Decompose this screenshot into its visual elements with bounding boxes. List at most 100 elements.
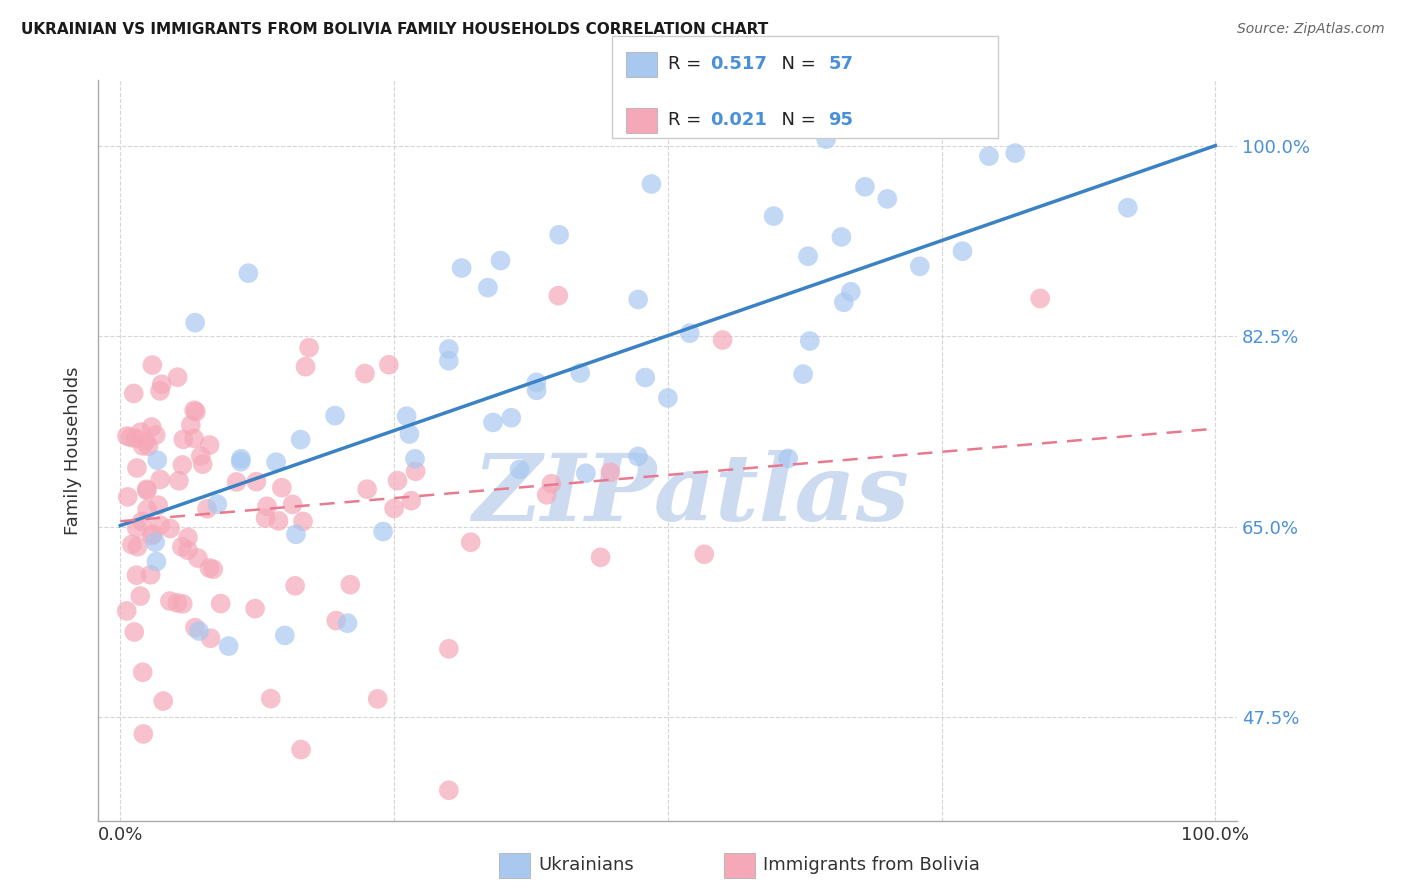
- Point: [711, 333, 734, 347]
- Point: [149, 518, 172, 533]
- Point: [1029, 292, 1052, 306]
- Point: [1116, 201, 1139, 215]
- Point: [270, 481, 292, 495]
- Point: [243, 601, 266, 615]
- Text: Source: ZipAtlas.com: Source: ZipAtlas.com: [1237, 22, 1385, 37]
- Point: [125, 461, 148, 475]
- Point: [509, 462, 531, 476]
- Point: [131, 665, 153, 680]
- Point: [547, 288, 569, 302]
- Point: [830, 230, 852, 244]
- Point: [166, 370, 188, 384]
- Point: [281, 497, 304, 511]
- Point: [853, 179, 876, 194]
- Point: [395, 409, 418, 424]
- Point: [339, 577, 361, 591]
- Point: [260, 691, 283, 706]
- Point: [354, 367, 377, 381]
- Point: [460, 535, 482, 549]
- Point: [125, 432, 148, 446]
- Point: [172, 458, 194, 472]
- Text: 57: 57: [828, 55, 853, 73]
- Text: R =: R =: [668, 55, 707, 73]
- Point: [693, 547, 716, 561]
- Point: [294, 359, 316, 374]
- Point: [876, 192, 898, 206]
- Point: [256, 500, 278, 514]
- Point: [977, 149, 1000, 163]
- Text: 0.021: 0.021: [710, 112, 766, 129]
- Text: Ukrainians: Ukrainians: [538, 856, 634, 874]
- Point: [115, 429, 138, 443]
- Point: [291, 515, 314, 529]
- Point: [501, 410, 523, 425]
- Text: N =: N =: [770, 112, 823, 129]
- Point: [117, 490, 139, 504]
- Point: [152, 694, 174, 708]
- Point: [284, 579, 307, 593]
- Point: [264, 455, 287, 469]
- Text: Immigrants from Bolivia: Immigrants from Bolivia: [763, 856, 980, 874]
- Point: [167, 474, 190, 488]
- Point: [150, 377, 173, 392]
- Point: [477, 280, 499, 294]
- Point: [148, 498, 170, 512]
- Point: [136, 502, 159, 516]
- Point: [405, 464, 427, 478]
- Point: [129, 589, 152, 603]
- Point: [142, 527, 165, 541]
- Point: [323, 409, 346, 423]
- Point: [143, 535, 166, 549]
- Point: [797, 249, 820, 263]
- Point: [180, 417, 202, 432]
- Point: [437, 342, 460, 356]
- Point: [290, 433, 312, 447]
- Text: 95: 95: [828, 112, 853, 129]
- Point: [131, 515, 153, 529]
- Point: [146, 453, 169, 467]
- Point: [482, 416, 505, 430]
- Text: UKRAINIAN VS IMMIGRANTS FROM BOLIVIA FAMILY HOUSEHOLDS CORRELATION CHART: UKRAINIAN VS IMMIGRANTS FROM BOLIVIA FAM…: [21, 22, 768, 37]
- Point: [134, 434, 156, 449]
- Point: [172, 597, 194, 611]
- Point: [932, 117, 955, 131]
- Point: [191, 457, 214, 471]
- Point: [159, 521, 181, 535]
- Point: [184, 316, 207, 330]
- Point: [183, 431, 205, 445]
- Text: N =: N =: [770, 55, 823, 73]
- Point: [195, 501, 218, 516]
- Point: [1004, 146, 1026, 161]
- Point: [679, 326, 702, 341]
- Point: [145, 428, 167, 442]
- Point: [526, 384, 548, 398]
- Text: 0.517: 0.517: [710, 55, 766, 73]
- Point: [135, 483, 157, 497]
- Point: [149, 472, 172, 486]
- Point: [139, 567, 162, 582]
- Point: [387, 474, 409, 488]
- Point: [202, 562, 225, 576]
- Point: [127, 540, 149, 554]
- Point: [832, 295, 855, 310]
- Point: [382, 501, 405, 516]
- Point: [245, 475, 267, 489]
- Point: [398, 427, 420, 442]
- Point: [792, 367, 814, 381]
- Point: [540, 476, 562, 491]
- Point: [166, 596, 188, 610]
- Point: [437, 641, 460, 656]
- Point: [209, 597, 232, 611]
- Point: [125, 521, 148, 535]
- Point: [298, 341, 321, 355]
- Y-axis label: Family Households: Family Households: [65, 367, 83, 534]
- Point: [141, 358, 163, 372]
- Point: [599, 465, 621, 479]
- Point: [450, 260, 472, 275]
- Point: [634, 370, 657, 384]
- Text: R =: R =: [668, 112, 707, 129]
- Point: [177, 531, 200, 545]
- Point: [575, 467, 598, 481]
- Point: [404, 451, 426, 466]
- Point: [437, 353, 460, 368]
